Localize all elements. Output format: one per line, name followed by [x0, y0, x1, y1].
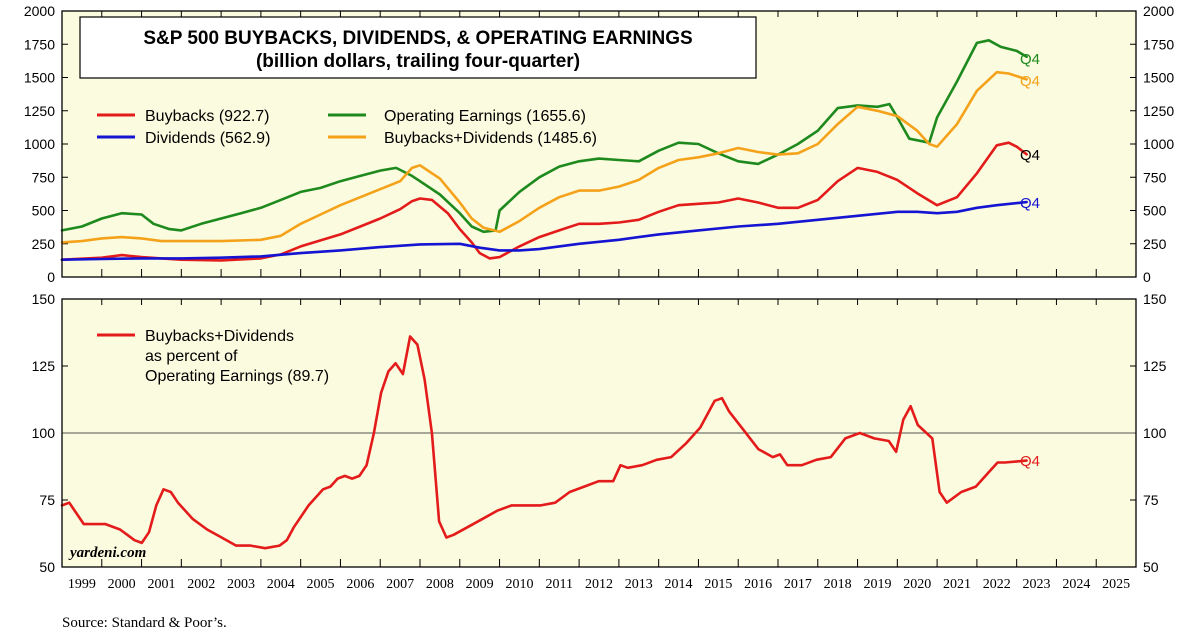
x-tick-label-2021: 2021 — [943, 577, 971, 592]
x-tick-label-1999: 1999 — [68, 577, 96, 592]
legend-label-buybacks-dividends: Buybacks+Dividends (1485.6) — [384, 130, 597, 147]
x-tick-label-2005: 2005 — [307, 577, 335, 592]
series-line-operating-earnings — [60, 39, 1028, 234]
y-tick-label-left: 2000 — [24, 3, 55, 19]
end-label-buybacks: Q4 — [1020, 147, 1040, 164]
x-tick-label-2000: 2000 — [108, 577, 136, 592]
y-tick-label-left: 75 — [39, 492, 55, 508]
x-tick-label-2025: 2025 — [1102, 577, 1130, 592]
y-tick-label-right: 50 — [1143, 559, 1159, 575]
y-tick-label-left: 100 — [32, 425, 56, 441]
y-tick-label-left: 125 — [32, 358, 56, 374]
x-tick-label-2001: 2001 — [147, 577, 175, 592]
y-tick-label-right: 1250 — [1143, 103, 1174, 119]
x-tick-label-2011: 2011 — [545, 577, 572, 592]
x-tick-label-2012: 2012 — [585, 577, 613, 592]
y-tick-label-right: 75 — [1143, 492, 1159, 508]
y-tick-label-left: 750 — [32, 169, 56, 185]
chart-title: S&P 500 BUYBACKS, DIVIDENDS, & OPERATING… — [143, 28, 692, 49]
y-tick-label-right: 1000 — [1143, 136, 1174, 152]
y-tick-label-right: 1500 — [1143, 70, 1174, 86]
top-panel-frame — [61, 10, 1137, 278]
y-tick-label-left: 1500 — [24, 70, 55, 86]
x-tick-label-2004: 2004 — [267, 577, 295, 592]
x-tick-label-2022: 2022 — [983, 577, 1011, 592]
y-tick-label-left: 500 — [32, 203, 56, 219]
series-line-buybacks — [60, 141, 1028, 262]
end-label-operating-earnings: Q4 — [1020, 51, 1040, 68]
y-tick-label-right: 250 — [1143, 236, 1167, 252]
y-tick-label-left: 1000 — [24, 136, 55, 152]
y-tick-label-left: 1750 — [24, 36, 55, 52]
x-tick-label-2023: 2023 — [1023, 577, 1051, 592]
end-label-percent: Q4 — [1020, 453, 1040, 470]
y-tick-label-left: 1250 — [24, 103, 55, 119]
end-label-buybacks-dividends: Q4 — [1020, 73, 1040, 90]
bottom-panel-frame — [61, 298, 1137, 568]
y-tick-label-right: 500 — [1143, 203, 1167, 219]
y-tick-label-left: 150 — [32, 291, 56, 307]
x-tick-label-2007: 2007 — [386, 577, 414, 592]
x-tick-label-2010: 2010 — [505, 577, 533, 592]
x-tick-label-2015: 2015 — [704, 577, 732, 592]
y-tick-label-right: 100 — [1143, 425, 1167, 441]
x-tick-label-2002: 2002 — [187, 577, 215, 592]
x-tick-label-2013: 2013 — [625, 577, 653, 592]
title-box — [79, 16, 757, 79]
x-tick-label-2017: 2017 — [784, 577, 812, 592]
legend-label-percent-line-2: as percent of — [145, 348, 238, 365]
end-label-dividends: Q4 — [1020, 195, 1040, 212]
x-tick-label-2020: 2020 — [903, 577, 931, 592]
y-tick-label-right: 2000 — [1143, 3, 1174, 19]
y-tick-label-right: 150 — [1143, 291, 1167, 307]
legend-label-operating-earnings: Operating Earnings (1655.6) — [384, 108, 586, 125]
legend-label-percent-line-1: Buybacks+Dividends — [145, 328, 294, 345]
x-tick-label-2024: 2024 — [1062, 577, 1090, 592]
credit-text: yardeni.com — [68, 545, 146, 561]
y-tick-label-right: 0 — [1143, 269, 1151, 285]
y-tick-label-left: 250 — [32, 236, 56, 252]
x-tick-label-2009: 2009 — [466, 577, 494, 592]
y-tick-label-right: 125 — [1143, 358, 1167, 374]
x-tick-label-2016: 2016 — [744, 577, 772, 592]
x-tick-label-2006: 2006 — [346, 577, 374, 592]
y-tick-label-left: 50 — [39, 559, 55, 575]
legend-label-buybacks: Buybacks (922.7) — [145, 108, 270, 125]
legend-label-dividends: Dividends (562.9) — [145, 130, 270, 147]
y-tick-label-right: 750 — [1143, 169, 1167, 185]
chart-subtitle: (billion dollars, trailing four-quarter) — [256, 51, 580, 72]
series-line-buybacks-dividends — [60, 70, 1028, 244]
series-line-buybacks-dividends-as-percent-of-operating-earnings — [60, 335, 1028, 550]
legend-label-percent-line-3: Operating Earnings (89.7) — [145, 368, 329, 385]
x-tick-label-2019: 2019 — [863, 577, 891, 592]
x-tick-label-2014: 2014 — [665, 577, 693, 592]
x-tick-label-2008: 2008 — [426, 577, 454, 592]
y-tick-label-left: 0 — [47, 269, 55, 285]
y-tick-label-right: 1750 — [1143, 36, 1174, 52]
source-note: Source: Standard & Poor’s. — [62, 615, 227, 631]
series-line-dividends — [60, 200, 1028, 261]
x-tick-label-2018: 2018 — [824, 577, 852, 592]
x-tick-label-2003: 2003 — [227, 577, 255, 592]
